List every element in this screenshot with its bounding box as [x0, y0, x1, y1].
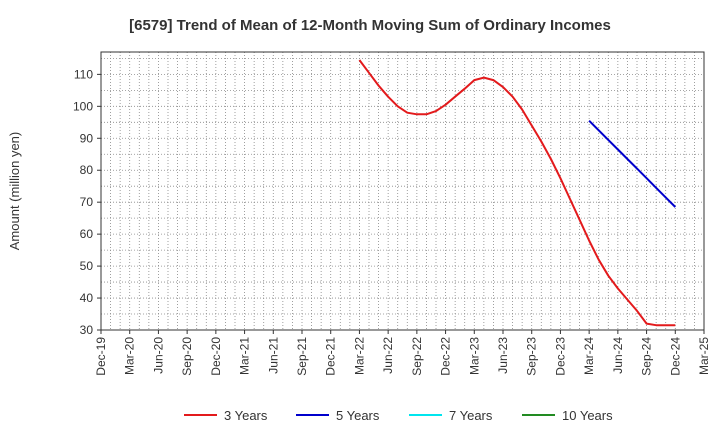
x-tick-label: Mar-22 — [352, 337, 366, 375]
x-tick-label: Dec-21 — [324, 337, 338, 376]
x-tick-label: Mar-21 — [238, 337, 252, 375]
legend-label: 7 Years — [449, 408, 493, 423]
x-tick-label: Mar-24 — [582, 337, 596, 375]
y-tick-label: 60 — [80, 227, 94, 241]
legend-label: 5 Years — [336, 408, 380, 423]
x-tick-label: Mar-23 — [467, 337, 481, 375]
y-tick-label: 70 — [80, 195, 94, 209]
x-tick-label: Jun-23 — [496, 337, 510, 374]
x-tick-label: Dec-22 — [439, 337, 453, 376]
x-tick-label: Sep-22 — [410, 337, 424, 376]
x-tick-label: Sep-23 — [525, 337, 539, 376]
x-tick-label: Dec-20 — [209, 337, 223, 376]
series-layer — [358, 59, 677, 327]
y-tick-label: 30 — [80, 323, 94, 337]
x-tick-label: Jun-24 — [611, 337, 625, 374]
x-tick-label: Dec-19 — [94, 337, 108, 376]
x-tick-label: Jun-22 — [381, 337, 395, 374]
legend-label: 10 Years — [562, 408, 613, 423]
legend: 3 Years 5 Years 7 Years 10 Years — [184, 408, 613, 423]
x-tick-label: Jun-21 — [266, 337, 280, 374]
y-ticks: 30 40 50 60 70 80 90 100 110 — [73, 67, 101, 337]
x-tick-label: Dec-23 — [553, 337, 567, 376]
chart-title: [6579] Trend of Mean of 12-Month Moving … — [129, 17, 611, 34]
series-line-3-years — [358, 59, 676, 327]
y-tick-label: 100 — [73, 99, 93, 113]
x-tick-label: Sep-20 — [180, 337, 194, 376]
y-tick-label: 110 — [74, 67, 93, 81]
series-line-5-years — [588, 119, 677, 208]
plot-frame — [100, 51, 705, 331]
x-tick-label: Dec-24 — [668, 337, 682, 376]
x-tick-label: Sep-21 — [295, 337, 309, 376]
y-tick-label: 80 — [80, 163, 94, 177]
x-tick-label: Mar-25 — [697, 337, 711, 375]
x-tick-label: Mar-20 — [123, 337, 137, 375]
grid — [101, 52, 704, 330]
x-tick-label: Sep-24 — [640, 337, 654, 376]
y-tick-label: 90 — [80, 131, 94, 145]
legend-label: 3 Years — [224, 408, 268, 423]
y-tick-label: 40 — [80, 291, 94, 305]
y-tick-label: 50 — [80, 259, 94, 273]
x-tick-label: Jun-20 — [151, 337, 165, 374]
x-ticks: Dec-19 Mar-20 Jun-20 Sep-20 Dec-20 Mar-21 Jun-… — [94, 330, 711, 376]
y-axis-label: Amount (million yen) — [7, 132, 22, 251]
